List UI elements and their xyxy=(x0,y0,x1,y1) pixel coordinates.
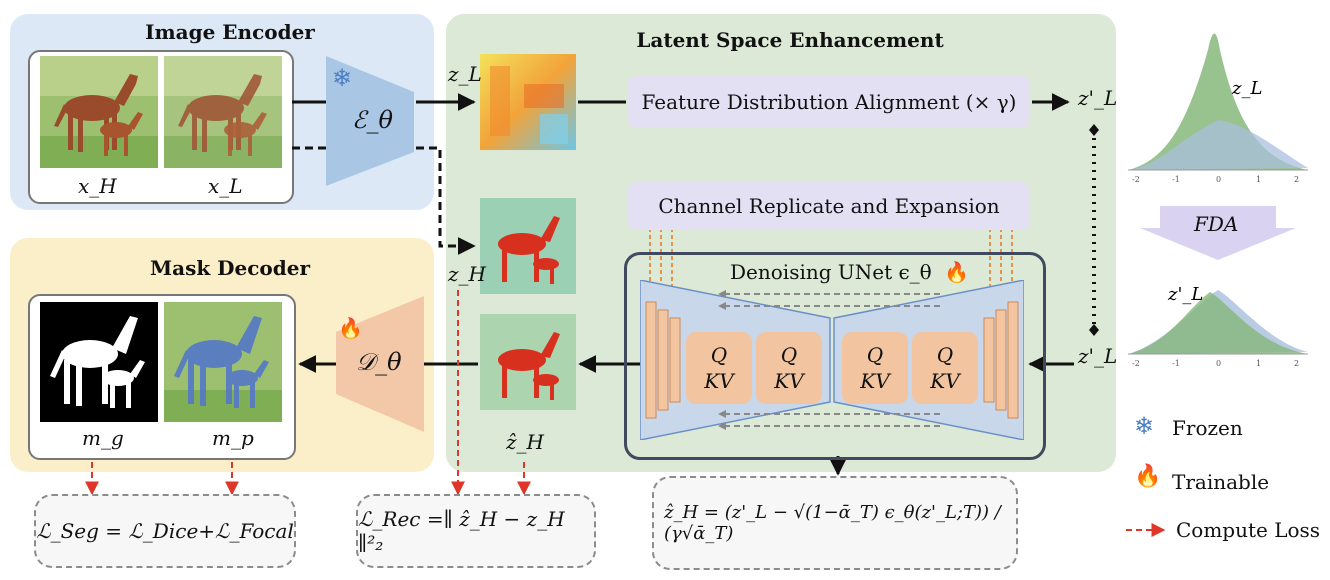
attn-q: Q xyxy=(936,343,954,367)
fire-icon: 🔥 xyxy=(338,316,363,340)
fire-icon: 🔥 xyxy=(1134,464,1162,489)
attn-q: Q xyxy=(866,343,884,367)
attn-q: Q xyxy=(780,343,798,367)
attn-kv: KV xyxy=(930,369,960,393)
unet-title: Denoising UNet ϵ_θ 🔥 xyxy=(730,260,969,284)
axis-ticks-before: -2 -1 0 1 2 xyxy=(1132,175,1299,184)
z-l-label: z_L xyxy=(448,62,482,86)
distribution-before-fda: -2 -1 0 1 2 z_L xyxy=(1128,20,1308,190)
z-l-feature-map xyxy=(480,54,576,150)
predicted-mask xyxy=(164,302,282,422)
z-hat-h-label: ẑ_H xyxy=(506,430,544,454)
prediction-formula-box: ẑ_H = (z'_L − √(1−ᾱ_T) ϵ_θ(z'_L;T)) / (γ… xyxy=(652,476,1018,570)
z-l-prime-bottom-label: z'_L xyxy=(1078,344,1118,368)
mask-decoder-title: Mask Decoder xyxy=(149,256,310,280)
feature-distribution-alignment-box: Feature Distribution Alignment (× γ) xyxy=(628,76,1030,128)
x-l-label: x_L xyxy=(208,174,243,198)
decoder-label: 𝒟_θ xyxy=(356,348,402,376)
fire-icon: 🔥 xyxy=(944,260,969,284)
z-h-feature-map xyxy=(480,198,576,294)
unet-title-text: Denoising UNet ϵ_θ xyxy=(730,260,932,284)
z-l-prime-top-label: z'_L xyxy=(1078,86,1118,110)
tick-m1: -1 xyxy=(1172,175,1180,184)
z-hat-h-feature-map xyxy=(480,314,576,410)
dist-bottom-label: z'_L xyxy=(1167,284,1203,305)
attention-block-4: Q KV xyxy=(912,332,978,404)
attention-block-2: Q KV xyxy=(756,332,822,404)
encoder-label: ℰ_θ xyxy=(352,106,393,134)
distribution-after-fda: -2 -1 0 1 2 z'_L xyxy=(1128,272,1308,372)
m-p-label: m_p xyxy=(212,426,254,450)
decoder-block xyxy=(336,296,424,432)
denoising-unet-frame xyxy=(624,252,1046,460)
encoder-block xyxy=(326,56,414,186)
snowflake-icon: ❄ xyxy=(332,64,353,92)
tick-m1: -1 xyxy=(1172,359,1180,368)
x-h-label: x_H xyxy=(78,174,117,198)
tick-2: 2 xyxy=(1294,359,1299,368)
m-g-label: m_g xyxy=(82,426,124,450)
segmentation-loss-box: ℒ_Seg = ℒ_Dice+ℒ_Focal xyxy=(34,494,296,568)
legend-compute-loss: Compute Loss xyxy=(1176,518,1321,542)
tick-1: 1 xyxy=(1256,359,1261,368)
horse-image-low-res xyxy=(164,56,282,168)
image-encoder-title: Image Encoder xyxy=(145,20,315,44)
reconstruction-loss-box: ℒ_Rec =∥ ẑ_H − z_H ∥²₂ xyxy=(356,494,596,568)
dist-top-label: z_L xyxy=(1231,78,1262,99)
legend-trainable: Trainable xyxy=(1172,470,1270,494)
tick-m2: -2 xyxy=(1132,175,1140,184)
fda-arrow-label: FDA xyxy=(1194,212,1239,236)
attn-kv: KV xyxy=(860,369,890,393)
attention-block-1: Q KV xyxy=(686,332,752,404)
tick-m2: -2 xyxy=(1132,359,1140,368)
tick-1: 1 xyxy=(1256,175,1261,184)
tick-0: 0 xyxy=(1216,359,1221,368)
tick-0: 0 xyxy=(1216,175,1221,184)
attn-kv: KV xyxy=(774,369,804,393)
attn-q: Q xyxy=(710,343,728,367)
horse-image-high-res xyxy=(40,56,158,168)
z-h-label: z_H xyxy=(448,262,486,286)
snowflake-icon: ❄ xyxy=(1134,412,1155,440)
tick-2: 2 xyxy=(1294,175,1299,184)
fda-arrow xyxy=(1140,206,1296,260)
latent-enhancement-title: Latent Space Enhancement xyxy=(636,28,944,52)
channel-replicate-expansion-box: Channel Replicate and Expansion xyxy=(628,182,1030,230)
attention-block-3: Q KV xyxy=(842,332,908,404)
legend-frozen: Frozen xyxy=(1172,416,1243,440)
ground-truth-mask xyxy=(40,302,158,422)
attn-kv: KV xyxy=(704,369,734,393)
